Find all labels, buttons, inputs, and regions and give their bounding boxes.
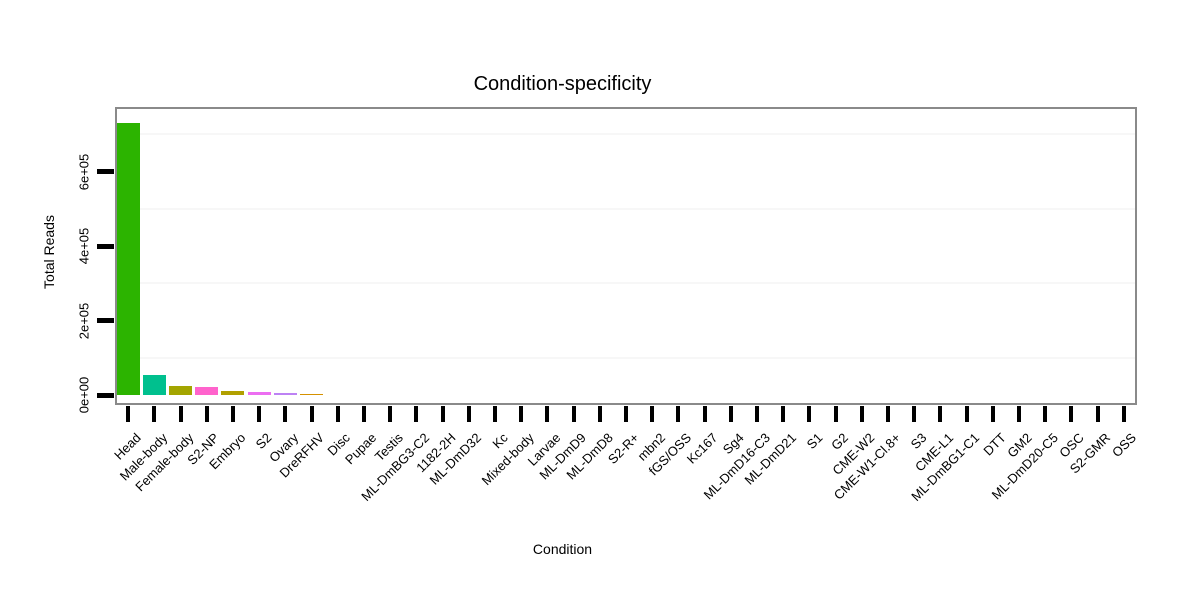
x-tick-label-s1: S1 xyxy=(803,430,826,452)
x-axis-tick xyxy=(178,406,183,422)
x-axis-tick xyxy=(492,406,497,422)
minor-gridline xyxy=(117,356,1135,359)
minor-gridline xyxy=(117,133,1135,136)
x-axis-tick xyxy=(1017,406,1022,422)
x-tick-label-oss: OSS xyxy=(1109,430,1140,461)
y-axis-tick xyxy=(97,243,114,249)
x-axis-tick xyxy=(886,406,891,422)
x-axis-tick xyxy=(650,406,655,422)
x-axis-tick xyxy=(990,406,995,422)
x-axis-tick xyxy=(755,406,760,422)
x-axis-tick xyxy=(414,406,419,422)
chart-title: Condition-specificity xyxy=(473,73,652,95)
x-axis-tick xyxy=(204,406,209,422)
x-tick-label-dtt: DTT xyxy=(979,430,1009,459)
minor-gridline xyxy=(117,207,1135,210)
y-tick-label: 2e+05 xyxy=(76,302,92,339)
x-axis-tick xyxy=(1121,406,1126,422)
bar-female-body xyxy=(169,386,192,395)
y-axis-tick xyxy=(97,169,114,174)
bar-s2-np xyxy=(195,387,219,395)
bar-ovary xyxy=(273,392,297,395)
x-axis-tick xyxy=(597,406,602,422)
x-axis-tick xyxy=(728,406,733,422)
x-axis-tick xyxy=(781,406,786,422)
x-axis-tick xyxy=(257,406,262,422)
x-axis-tick xyxy=(388,406,393,422)
x-axis-tick xyxy=(309,406,314,422)
x-axis-tick xyxy=(152,406,157,422)
bar-embryo xyxy=(221,390,245,395)
y-tick-label: 6e+05 xyxy=(76,153,92,190)
x-axis-title: Condition xyxy=(532,541,593,557)
y-axis-tick xyxy=(97,318,114,323)
y-tick-label: 4e+05 xyxy=(76,227,92,265)
y-axis-tick xyxy=(97,392,114,398)
x-axis-tick xyxy=(624,406,628,422)
x-axis-tick xyxy=(1095,406,1100,422)
x-axis-tick xyxy=(440,406,445,422)
minor-gridline xyxy=(117,282,1135,285)
x-axis-tick xyxy=(964,406,969,422)
bar-drerfhv xyxy=(300,393,324,395)
bar-head xyxy=(116,123,140,395)
x-axis-tick xyxy=(519,406,524,422)
bar-s2 xyxy=(247,392,271,395)
x-axis-tick xyxy=(466,406,471,422)
x-axis-tick xyxy=(545,406,550,422)
x-axis-tick xyxy=(335,406,340,422)
x-axis-tick xyxy=(676,406,681,422)
x-axis-tick xyxy=(702,406,707,422)
y-axis-title: Total Reads xyxy=(41,215,57,289)
plot-panel xyxy=(115,107,1137,405)
x-axis-tick xyxy=(833,406,838,422)
x-axis-tick xyxy=(938,406,943,422)
bar-male-body xyxy=(142,374,166,395)
x-axis-tick xyxy=(361,406,366,422)
x-axis-tick xyxy=(571,406,576,422)
x-axis-tick xyxy=(283,406,288,422)
x-axis-tick xyxy=(1043,406,1048,422)
y-tick-label: 0e+00 xyxy=(76,376,92,414)
x-axis-tick xyxy=(126,406,131,422)
x-axis-tick xyxy=(912,406,917,422)
x-axis-tick xyxy=(807,406,812,422)
x-axis-tick xyxy=(230,406,235,422)
x-axis-tick xyxy=(859,406,864,422)
x-axis-tick xyxy=(1069,406,1074,422)
